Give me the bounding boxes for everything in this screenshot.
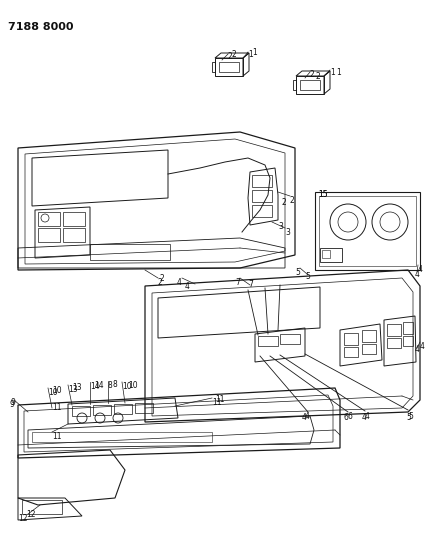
Text: 1: 1 — [330, 68, 335, 77]
Bar — [219, 62, 239, 72]
Text: 13: 13 — [68, 385, 77, 394]
Text: 4: 4 — [420, 342, 425, 351]
Bar — [38, 212, 60, 226]
Bar — [403, 322, 413, 334]
Bar — [387, 338, 401, 348]
Bar — [387, 324, 401, 336]
Bar — [135, 403, 153, 413]
Text: 1: 1 — [336, 68, 341, 77]
Text: 6: 6 — [344, 413, 349, 422]
Text: 12: 12 — [18, 514, 28, 523]
Text: 8: 8 — [108, 381, 113, 390]
Text: 7188 8000: 7188 8000 — [8, 22, 74, 32]
Bar — [280, 334, 300, 344]
Text: 11: 11 — [212, 398, 222, 407]
Text: 4: 4 — [362, 413, 367, 422]
Text: 13: 13 — [72, 383, 82, 392]
Bar — [344, 333, 358, 345]
Text: 2: 2 — [290, 196, 295, 205]
Text: 10: 10 — [128, 381, 138, 390]
Text: 4: 4 — [418, 265, 423, 274]
Bar — [38, 228, 60, 242]
Text: 4: 4 — [185, 282, 190, 291]
Text: 1: 1 — [252, 48, 257, 57]
Text: 2: 2 — [160, 274, 165, 283]
Bar — [322, 250, 330, 258]
Bar — [252, 190, 272, 202]
Text: 9: 9 — [9, 400, 14, 409]
Bar — [252, 205, 272, 217]
Text: 10: 10 — [122, 382, 132, 391]
Text: 2: 2 — [282, 198, 287, 207]
Text: 9: 9 — [10, 398, 15, 407]
Text: 7: 7 — [235, 278, 240, 287]
Text: 4: 4 — [305, 412, 310, 421]
Bar — [72, 406, 90, 416]
Text: 1: 1 — [248, 50, 253, 59]
Text: 2: 2 — [228, 52, 233, 61]
Text: 14: 14 — [90, 382, 100, 391]
Bar — [320, 248, 342, 262]
Text: 10: 10 — [52, 386, 62, 395]
Text: 10: 10 — [48, 388, 58, 397]
Text: 4: 4 — [365, 412, 370, 421]
Text: 11: 11 — [52, 403, 62, 412]
Bar — [403, 336, 413, 346]
Text: 4: 4 — [415, 270, 420, 279]
Text: 15: 15 — [318, 190, 327, 199]
Text: 3: 3 — [285, 228, 290, 237]
Text: 2: 2 — [310, 70, 315, 79]
Text: 5: 5 — [305, 272, 310, 281]
Bar — [258, 336, 278, 346]
Text: 5: 5 — [408, 412, 413, 421]
Text: 8: 8 — [113, 380, 118, 389]
Text: 11: 11 — [215, 395, 225, 404]
Text: 12: 12 — [26, 510, 36, 519]
Text: 2: 2 — [316, 72, 321, 81]
Text: 5: 5 — [295, 268, 300, 277]
Text: 6: 6 — [348, 412, 353, 421]
Bar — [362, 344, 376, 354]
Bar — [344, 347, 358, 357]
Text: 3: 3 — [278, 222, 283, 231]
Bar — [90, 244, 170, 260]
Text: 7: 7 — [248, 280, 253, 289]
Bar — [362, 330, 376, 342]
Text: 11: 11 — [52, 432, 62, 441]
Bar — [63, 212, 85, 226]
Bar — [32, 432, 212, 442]
Bar — [114, 404, 132, 414]
Text: 4: 4 — [302, 413, 307, 422]
Text: 2: 2 — [232, 50, 237, 59]
Text: 4: 4 — [177, 278, 182, 287]
Text: 2: 2 — [158, 278, 163, 287]
Text: 5: 5 — [406, 413, 411, 422]
Text: 4: 4 — [415, 345, 420, 354]
Text: 15: 15 — [318, 190, 327, 199]
Bar — [22, 500, 62, 514]
Bar — [300, 80, 320, 90]
Bar — [63, 228, 85, 242]
Bar — [252, 175, 272, 187]
Bar — [93, 405, 111, 415]
Text: 14: 14 — [94, 381, 104, 390]
